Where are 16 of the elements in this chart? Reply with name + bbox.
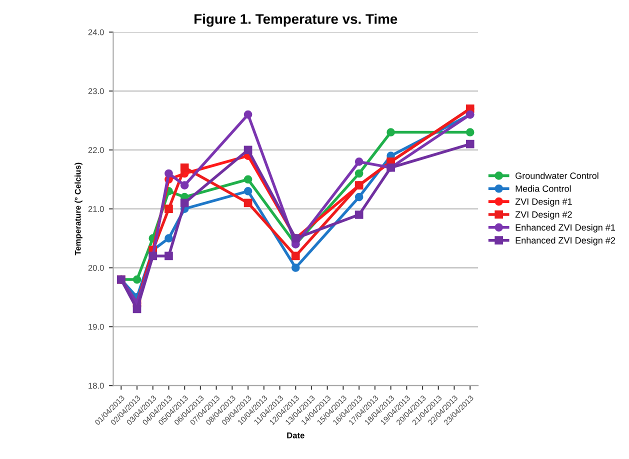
- y-tick-label: 20.0: [88, 264, 104, 271]
- chart-title: Figure 1. Temperature vs. Time: [194, 14, 398, 27]
- y-tick-label: 18.0: [88, 382, 104, 389]
- y-tick-label: 21.0: [88, 206, 104, 212]
- y-tick-label: 19.0: [88, 324, 104, 330]
- y-tick-label: 22.0: [88, 147, 104, 154]
- legend-label: Enhanced ZVI Design #1: [516, 224, 616, 232]
- x-axis-title: Date: [287, 432, 304, 438]
- y-tick-label: 24.0: [88, 29, 104, 36]
- legend-label: ZVI Design #2: [515, 211, 572, 220]
- legend-label: Media Control: [516, 185, 571, 192]
- legend-label: Enhanced ZVI Design #2: [516, 236, 616, 246]
- legend-label: ZVI Design #1: [515, 198, 572, 207]
- legend-label: Groundwater Control: [516, 172, 598, 179]
- y-axis-title: Temperature (° Celcius): [74, 162, 82, 256]
- y-tick-label: 23.0: [88, 88, 104, 94]
